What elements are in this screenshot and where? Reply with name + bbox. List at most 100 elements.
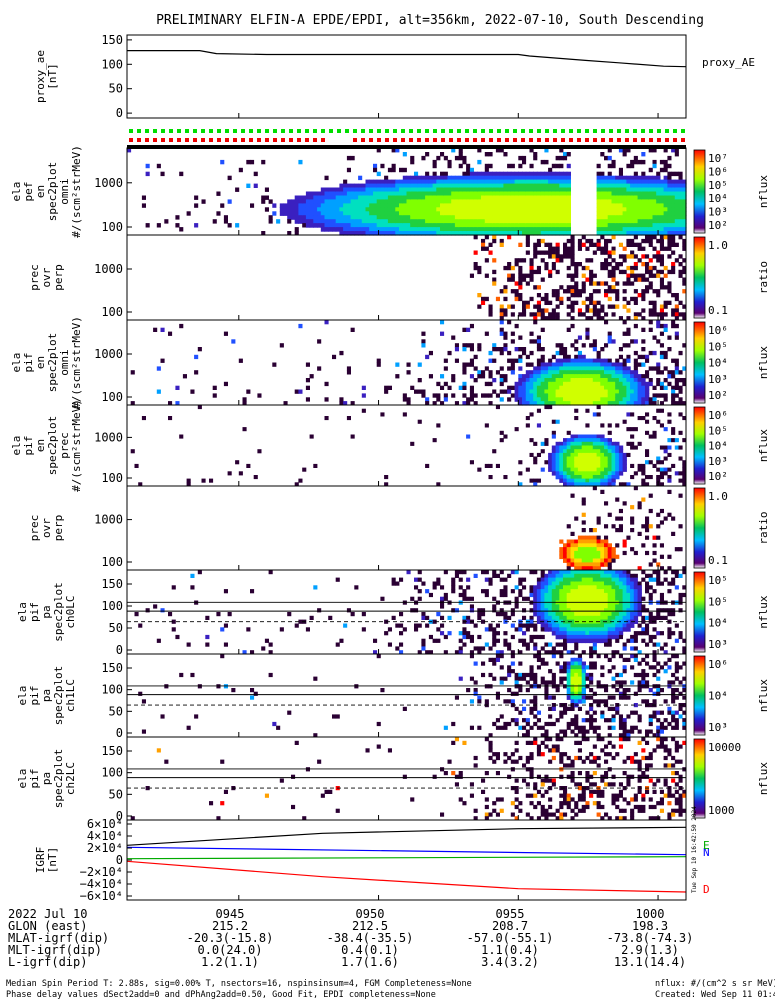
heatmap-cell xyxy=(604,456,609,461)
heatmap-cell xyxy=(533,187,538,193)
heatmap-cell xyxy=(529,269,534,275)
heatmap-cell xyxy=(600,393,605,398)
heatmap-cell xyxy=(201,199,206,204)
heatmap-cell xyxy=(645,680,650,685)
heatmap-cell xyxy=(384,385,389,390)
heatmap-cell xyxy=(656,179,661,185)
heatmap-cell xyxy=(622,148,627,153)
heatmap-cell xyxy=(574,585,579,590)
heatmap-cell xyxy=(414,623,419,628)
heatmap-cell xyxy=(577,589,583,594)
heatmap-cell xyxy=(346,231,352,236)
heatmap-cell xyxy=(525,242,530,247)
heatmap-cell xyxy=(376,227,381,232)
heatmap-cell xyxy=(380,211,385,216)
heatmap-cell xyxy=(630,242,635,247)
heatmap-cell xyxy=(641,669,646,674)
heatmap-cell xyxy=(563,227,568,232)
heatmap-cell xyxy=(574,370,579,375)
heatmap-cell xyxy=(600,389,605,394)
heatmap-cell xyxy=(667,300,672,305)
heatmap-cell xyxy=(566,381,571,387)
heatmap-cell xyxy=(536,293,541,298)
heatmap-cell xyxy=(399,577,404,582)
heatmap-cell xyxy=(548,381,553,387)
heatmap-cell xyxy=(652,665,657,670)
heatmap-cell xyxy=(391,187,396,193)
heatmap-cell xyxy=(555,471,560,476)
heatmap-cell xyxy=(402,393,407,398)
heatmap-cell xyxy=(365,207,370,212)
heatmap-cell xyxy=(477,269,482,275)
heatmap-cell xyxy=(279,207,285,212)
heatmap-cell xyxy=(428,592,433,598)
heatmap-cell xyxy=(622,289,627,294)
heatmap-cell xyxy=(302,195,307,201)
heatmap-cell xyxy=(663,467,668,472)
heatmap-cell xyxy=(637,246,642,251)
heatmap-cell xyxy=(585,463,590,469)
heatmap-cell xyxy=(555,463,560,469)
heatmap-cell xyxy=(581,312,586,317)
heatmap-cell xyxy=(600,467,605,472)
heatmap-cell xyxy=(607,604,612,609)
heatmap-cell xyxy=(611,199,616,204)
heatmap-cell xyxy=(563,358,568,364)
heatmap-cell xyxy=(581,285,586,290)
heatmap-cell xyxy=(481,646,486,651)
heatmap-cell xyxy=(618,691,623,696)
heatmap-cell xyxy=(656,203,661,208)
heatmap-cell xyxy=(577,612,583,617)
heatmap-cell xyxy=(637,393,642,398)
heatmap-cell xyxy=(581,676,586,681)
heatmap-cell xyxy=(574,456,579,461)
heatmap-cell xyxy=(678,273,683,278)
heatmap-cell xyxy=(499,366,504,371)
heatmap-cell xyxy=(525,304,530,309)
heatmap-cell xyxy=(332,223,337,228)
heatmap-cell xyxy=(551,463,557,469)
heatmap-cell xyxy=(473,191,478,197)
heatmap-cell xyxy=(585,456,590,461)
heatmap-cell xyxy=(615,441,620,447)
heatmap-cell xyxy=(659,227,665,232)
heatmap-cell xyxy=(566,596,571,602)
heatmap-cell xyxy=(264,638,269,643)
heatmap-cell xyxy=(581,366,586,371)
heatmap-cell xyxy=(682,312,687,317)
heatmap-cell xyxy=(361,207,367,212)
heatmap-cell xyxy=(425,231,430,236)
heatmap-cell xyxy=(443,381,448,387)
heatmap-cell xyxy=(533,680,538,685)
heatmap-cell xyxy=(604,401,609,406)
heatmap-cell xyxy=(604,179,609,185)
heatmap-cell xyxy=(499,211,504,216)
heatmap-cell xyxy=(536,250,541,255)
heatmap-cell xyxy=(652,416,657,421)
heatmap-cell xyxy=(522,389,527,394)
heatmap-cell xyxy=(551,460,557,465)
heatmap-cell xyxy=(473,646,478,651)
y-axis-label-line: #/(scm²strMeV) xyxy=(70,399,83,492)
heatmap-cell xyxy=(577,438,583,443)
heatmap-cell xyxy=(458,231,463,236)
heatmap-cell xyxy=(231,688,236,693)
heatmap-cell xyxy=(391,167,396,173)
heatmap-cell xyxy=(313,585,318,590)
heatmap-cell xyxy=(555,612,560,617)
heatmap-cell xyxy=(428,175,434,181)
heatmap-cell xyxy=(540,608,545,613)
heatmap-cell xyxy=(551,721,556,727)
heatmap-cell xyxy=(577,627,583,632)
heatmap-cell xyxy=(641,171,646,177)
heatmap-cell xyxy=(227,471,232,476)
heatmap-cell xyxy=(373,215,378,220)
heatmap-cell xyxy=(507,320,512,325)
heatmap-cell xyxy=(454,227,460,232)
heatmap-cell xyxy=(622,691,627,696)
heatmap-cell xyxy=(671,612,676,617)
heatmap-cell xyxy=(548,300,553,305)
heatmap-cell xyxy=(507,385,512,390)
heatmap-cell xyxy=(592,627,598,632)
heatmap-cell xyxy=(428,211,434,216)
